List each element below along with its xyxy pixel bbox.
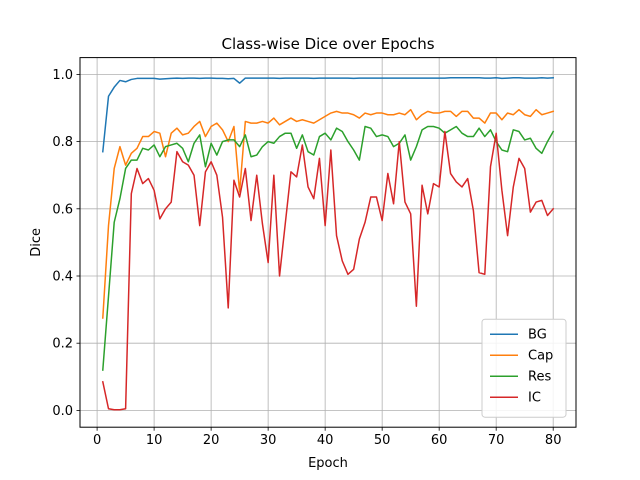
axis-ticks: 0 10 20 30 40 50 60 70 80 0.0 0.2 0.4 0.6 0.8 1.0	[52, 68, 561, 448]
series-line-res	[101, 125, 555, 371]
x-axis-label: Epoch	[308, 456, 348, 471]
series-lines	[101, 76, 555, 411]
plot-frame	[79, 57, 577, 428]
legend-label-bg: BG	[528, 328, 547, 343]
x-tick-label: 30	[260, 433, 277, 448]
x-tick-label: 10	[146, 433, 163, 448]
y-tick-label: 0.2	[52, 337, 73, 352]
x-tick-label: 0	[93, 433, 101, 448]
legend-label-ic: IC	[528, 391, 541, 406]
y-tick-label: 0.6	[52, 202, 73, 217]
x-tick-label: 40	[317, 433, 334, 448]
legend-label-res: Res	[528, 370, 551, 385]
y-tick-label: 0.4	[52, 270, 73, 285]
x-tick-label: 80	[545, 433, 562, 448]
series-line-cap	[102, 108, 555, 319]
x-tick-label: 50	[374, 433, 391, 448]
legend-label-cap: Cap	[528, 349, 553, 364]
y-axis-label: Dice	[29, 228, 44, 257]
x-tick-label: 70	[488, 433, 505, 448]
x-tick-label: 20	[203, 433, 220, 448]
y-tick-label: 0.8	[52, 135, 73, 150]
legend: BG Cap Res IC	[481, 318, 567, 418]
legend-box	[481, 318, 567, 418]
x-tick-label: 60	[431, 433, 448, 448]
y-tick-label: 1.0	[52, 68, 73, 83]
series-line-bg	[101, 76, 554, 153]
y-tick-label: 0.0	[52, 404, 73, 419]
series-line-ic	[101, 130, 555, 411]
chart-title: Class-wise Dice over Epochs	[221, 35, 434, 53]
